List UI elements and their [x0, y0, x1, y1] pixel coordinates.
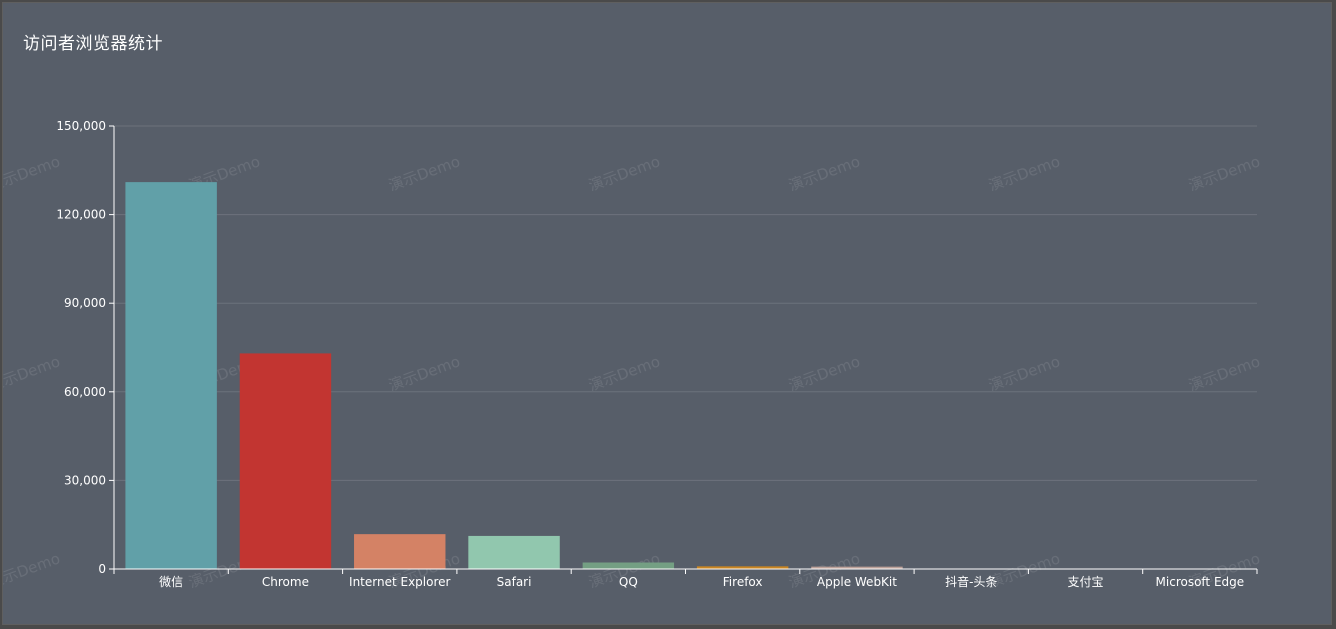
x-tick-label: Chrome: [262, 575, 309, 589]
watermark-text: 演示Demo: [3, 549, 62, 591]
x-tick-label: Firefox: [723, 575, 763, 589]
bar-6: [696, 566, 789, 569]
watermark-text: 演示Demo: [786, 152, 862, 194]
x-tick-label: Apple WebKit: [817, 575, 897, 589]
watermark-text: 演示Demo: [986, 549, 1062, 591]
watermark-text: 演示Demo: [986, 3, 1062, 7]
y-tick-label: 0: [98, 562, 106, 576]
x-tick-label: Microsoft Edge: [1156, 575, 1245, 589]
x-tick-label: 抖音-头条: [945, 574, 997, 589]
x-tick-label: 微信: [159, 575, 183, 589]
watermark-text: 演示Demo: [786, 352, 862, 394]
watermark-text: 演示Demo: [586, 152, 662, 194]
watermark-text: 演示Demo: [386, 352, 462, 394]
watermark-text: 演示Demo: [3, 152, 62, 194]
x-tick-label: 支付宝: [1068, 575, 1104, 589]
watermark-text: 演示Demo: [986, 352, 1062, 394]
x-tick-label: Internet Explorer: [349, 575, 450, 589]
bars-group: [125, 182, 1246, 569]
bar-7: [811, 566, 903, 569]
watermark-text: 演示Demo: [1186, 152, 1262, 194]
y-tick-label: 60,000: [64, 385, 106, 399]
bar-1: [125, 182, 217, 569]
bar-3: [354, 534, 446, 569]
chart-title: 访问者浏览器统计: [23, 34, 163, 54]
watermark-text: 演示Demo: [186, 3, 262, 7]
y-tick-label: 90,000: [64, 296, 106, 310]
y-tick-label: 150,000: [56, 119, 106, 133]
watermark-text: 演示Demo: [1186, 3, 1262, 7]
watermark-text: 演示Demo: [3, 352, 62, 394]
watermark-text: 演示Demo: [786, 3, 862, 7]
y-tick-label: 30,000: [64, 473, 106, 487]
bar-4: [468, 535, 560, 569]
x-tick-label: Safari: [497, 575, 532, 589]
watermark-text: 演示Demo: [386, 152, 462, 194]
y-tick-label: 120,000: [56, 208, 106, 222]
bar-2: [239, 353, 332, 569]
watermark-text: 演示Demo: [586, 3, 662, 7]
watermark-text: 演示Demo: [3, 3, 62, 7]
watermark-text: 演示Demo: [986, 152, 1062, 194]
axes-group: 0 30,000 60,000 90,000 120,000 150,000 微信 Chrom…: [56, 119, 1258, 589]
watermark-text: 演示Demo: [586, 352, 662, 394]
x-tick-label: QQ: [619, 575, 638, 589]
bar-5: [582, 562, 675, 569]
watermark-text: 演示Demo: [1186, 352, 1262, 394]
watermark-text: 演示Demo: [386, 3, 462, 7]
bar-chart: 演示Demo 演示Demo 演示Demo 演示Demo 演示Demo 演示Demo 演示De…: [3, 3, 1262, 592]
